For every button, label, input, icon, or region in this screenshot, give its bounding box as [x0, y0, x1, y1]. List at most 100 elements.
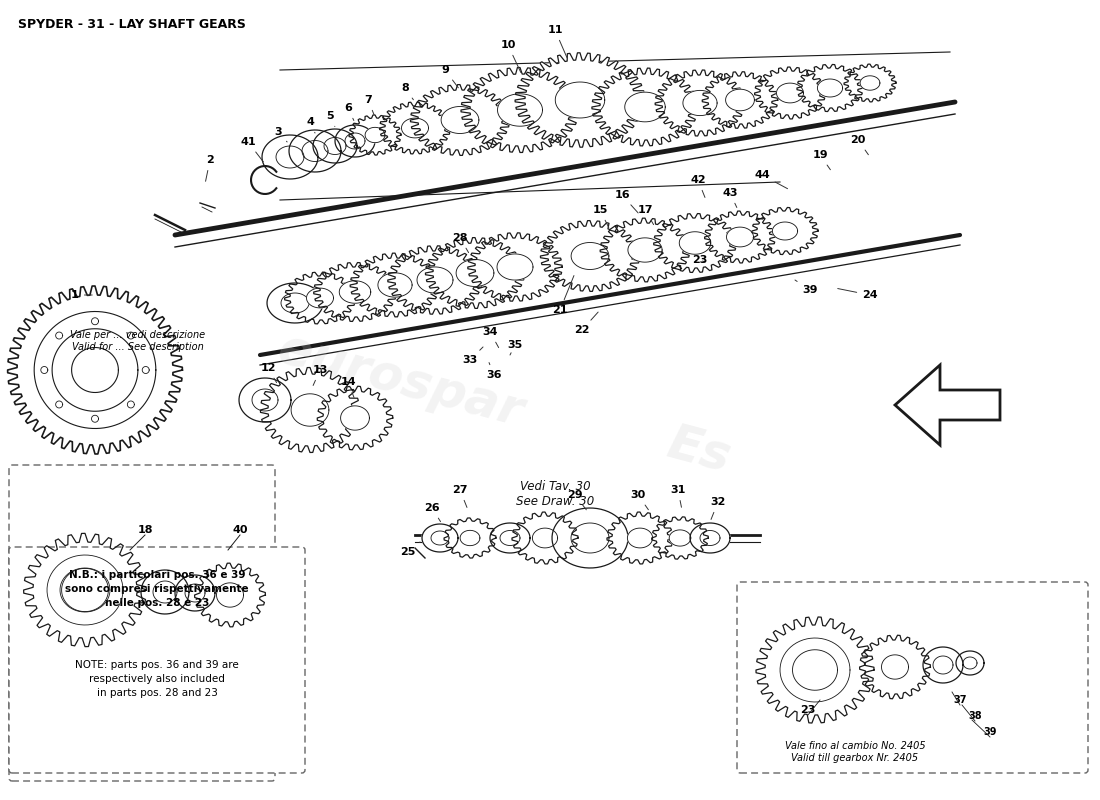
Polygon shape: [556, 82, 605, 118]
Text: 35: 35: [507, 340, 522, 355]
Polygon shape: [175, 575, 214, 611]
Polygon shape: [426, 238, 525, 308]
Text: 37: 37: [954, 695, 967, 705]
Polygon shape: [859, 635, 931, 698]
Polygon shape: [8, 286, 183, 454]
Polygon shape: [798, 65, 864, 111]
Polygon shape: [690, 523, 730, 553]
Polygon shape: [656, 70, 745, 136]
Text: 16: 16: [614, 190, 638, 213]
Text: SPYDER - 31 - LAY SHAFT GEARS: SPYDER - 31 - LAY SHAFT GEARS: [18, 18, 246, 31]
Text: 21: 21: [552, 275, 574, 315]
Polygon shape: [314, 129, 358, 163]
Polygon shape: [895, 365, 1000, 445]
Polygon shape: [607, 512, 673, 564]
Polygon shape: [336, 125, 375, 157]
Text: 13: 13: [312, 365, 328, 386]
Text: 41: 41: [240, 137, 263, 162]
Text: 4: 4: [306, 117, 315, 133]
Polygon shape: [456, 259, 494, 286]
Text: 23: 23: [801, 705, 816, 715]
Polygon shape: [669, 530, 691, 546]
Polygon shape: [267, 283, 323, 323]
Polygon shape: [34, 311, 156, 429]
Text: NOTE: parts pos. 36 and 39 are
respectively also included
in parts pos. 28 and 2: NOTE: parts pos. 36 and 39 are respectiv…: [75, 660, 239, 698]
FancyBboxPatch shape: [9, 465, 275, 781]
Polygon shape: [41, 366, 47, 374]
Text: Vedi Tav. 30
See Draw. 30: Vedi Tav. 30 See Draw. 30: [516, 480, 594, 508]
Polygon shape: [261, 367, 360, 453]
Polygon shape: [56, 332, 63, 339]
Text: 10: 10: [500, 40, 520, 73]
Polygon shape: [592, 68, 698, 146]
Polygon shape: [756, 617, 874, 723]
Polygon shape: [91, 415, 99, 422]
Polygon shape: [844, 64, 896, 102]
Polygon shape: [285, 272, 355, 324]
Polygon shape: [817, 79, 843, 97]
Text: 32: 32: [711, 497, 726, 519]
Text: Vale fino al cambio No. 2405
Valid till gearbox Nr. 2405: Vale fino al cambio No. 2405 Valid till …: [784, 742, 925, 763]
Polygon shape: [441, 106, 478, 134]
Polygon shape: [923, 647, 962, 683]
Polygon shape: [627, 528, 652, 548]
Text: 19: 19: [812, 150, 830, 170]
Text: 18: 18: [138, 525, 153, 535]
Polygon shape: [683, 90, 717, 115]
Text: 12: 12: [261, 363, 276, 382]
Polygon shape: [726, 90, 755, 110]
Text: 40: 40: [232, 525, 248, 535]
Polygon shape: [540, 221, 639, 291]
Text: 28: 28: [452, 233, 469, 253]
Polygon shape: [552, 508, 628, 568]
Polygon shape: [772, 222, 798, 240]
Text: 20: 20: [850, 135, 868, 154]
Polygon shape: [422, 524, 458, 552]
Text: 2: 2: [206, 155, 213, 182]
Text: 1: 1: [72, 290, 92, 300]
Text: 38: 38: [968, 711, 982, 721]
Text: 36: 36: [486, 362, 502, 380]
Polygon shape: [307, 288, 333, 308]
Polygon shape: [532, 528, 558, 548]
Text: N.B.: i particolari pos. 36 e 39
sono compresi rispettivamente
nelle pos. 28 e 2: N.B.: i particolari pos. 36 e 39 sono co…: [65, 570, 249, 608]
Polygon shape: [410, 85, 509, 155]
Polygon shape: [515, 53, 645, 147]
Polygon shape: [461, 67, 579, 153]
Text: 39: 39: [795, 280, 817, 295]
Polygon shape: [292, 394, 329, 426]
Polygon shape: [314, 262, 396, 322]
Text: 25: 25: [400, 542, 420, 557]
Polygon shape: [341, 406, 370, 430]
Text: 11: 11: [548, 25, 566, 58]
Text: 15: 15: [592, 205, 608, 227]
Polygon shape: [52, 329, 138, 411]
Polygon shape: [379, 102, 450, 154]
Text: 14: 14: [340, 377, 355, 398]
Polygon shape: [625, 92, 666, 122]
Polygon shape: [490, 523, 530, 553]
Text: 44: 44: [755, 170, 788, 189]
Text: 27: 27: [452, 485, 468, 507]
Polygon shape: [378, 273, 412, 297]
Polygon shape: [402, 118, 429, 138]
Text: 23: 23: [692, 255, 707, 265]
Text: 9: 9: [441, 65, 459, 88]
Polygon shape: [72, 347, 119, 393]
Polygon shape: [417, 267, 453, 293]
Polygon shape: [651, 517, 708, 559]
Polygon shape: [388, 246, 482, 314]
Text: 6: 6: [344, 103, 354, 121]
FancyBboxPatch shape: [737, 582, 1088, 773]
Text: 26: 26: [425, 503, 440, 522]
Polygon shape: [460, 530, 480, 546]
Polygon shape: [571, 242, 609, 270]
Polygon shape: [141, 570, 189, 614]
Text: 17: 17: [637, 205, 653, 225]
Polygon shape: [339, 281, 371, 303]
Text: Vale per ... vedi descrizione
Valid for ... See description: Vale per ... vedi descrizione Valid for …: [70, 330, 206, 352]
Text: 22: 22: [574, 312, 598, 335]
Polygon shape: [628, 238, 662, 262]
Polygon shape: [497, 94, 542, 126]
Text: 30: 30: [630, 490, 648, 510]
